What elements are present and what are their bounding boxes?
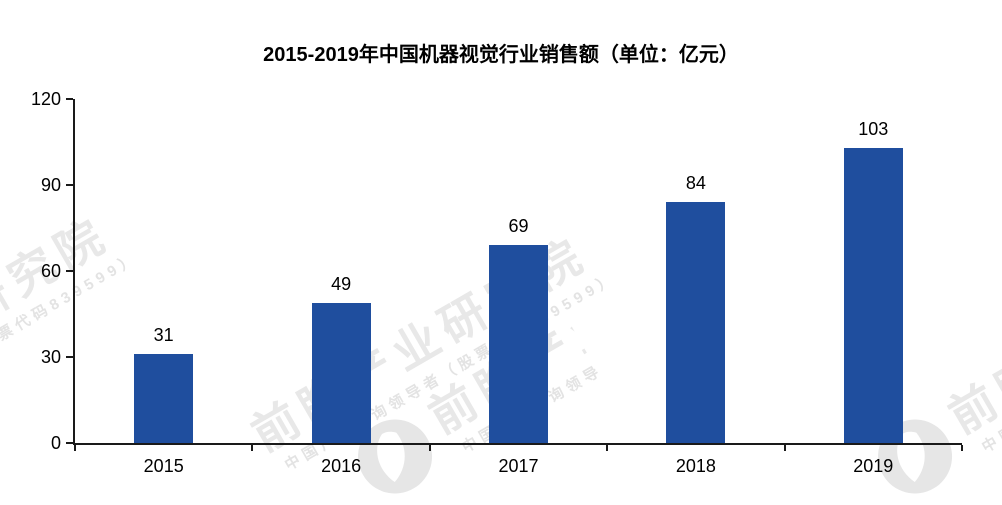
chart-title: 2015-2019年中国机器视觉行业销售额（单位：亿元） [263, 44, 739, 66]
category-label-2018: 2018 [675, 456, 716, 476]
x-axis-line [73, 443, 962, 445]
x-tick-mark [428, 445, 431, 451]
y-tick-mark [66, 270, 73, 272]
y-tick-mark [66, 356, 73, 358]
y-tick-label: 0 [50, 433, 61, 453]
value-label-2016: 49 [331, 273, 352, 294]
y-tick-label: 120 [30, 89, 61, 109]
x-tick-mark [606, 445, 609, 451]
y-tick-label: 60 [40, 261, 61, 281]
category-label-2016: 2016 [321, 456, 362, 476]
y-tick-mark [66, 184, 73, 186]
x-tick-mark [961, 445, 963, 451]
y-tick-label: 90 [40, 175, 61, 195]
category-label-2017: 2017 [498, 456, 539, 476]
category-label-2019: 2019 [853, 456, 894, 476]
y-axis-line [73, 99, 75, 445]
x-tick-mark [783, 445, 786, 451]
category-label-2015: 2015 [143, 456, 184, 476]
value-label-2017: 69 [508, 216, 529, 237]
x-tick-mark [74, 445, 76, 451]
x-tick-mark [251, 445, 254, 451]
bar-2016 [311, 302, 371, 443]
bar-2017 [489, 245, 548, 443]
y-tick-mark [66, 98, 73, 100]
y-tick-mark [66, 442, 73, 444]
value-label-2015: 31 [153, 325, 174, 346]
bar-2019 [843, 147, 903, 443]
bar-2015 [134, 354, 194, 443]
value-label-2018: 84 [685, 173, 706, 194]
value-label-2019: 103 [858, 118, 889, 139]
y-tick-label: 30 [40, 347, 61, 367]
plot-area: 0 30 60 90 120 31 2015 49 2016 69 2017 84 2018 103 201… [31, 89, 963, 476]
bar-2018 [666, 202, 726, 443]
watermark-sub-text: 中国产业咨询领导者（股票代码839599） [979, 322, 1002, 457]
